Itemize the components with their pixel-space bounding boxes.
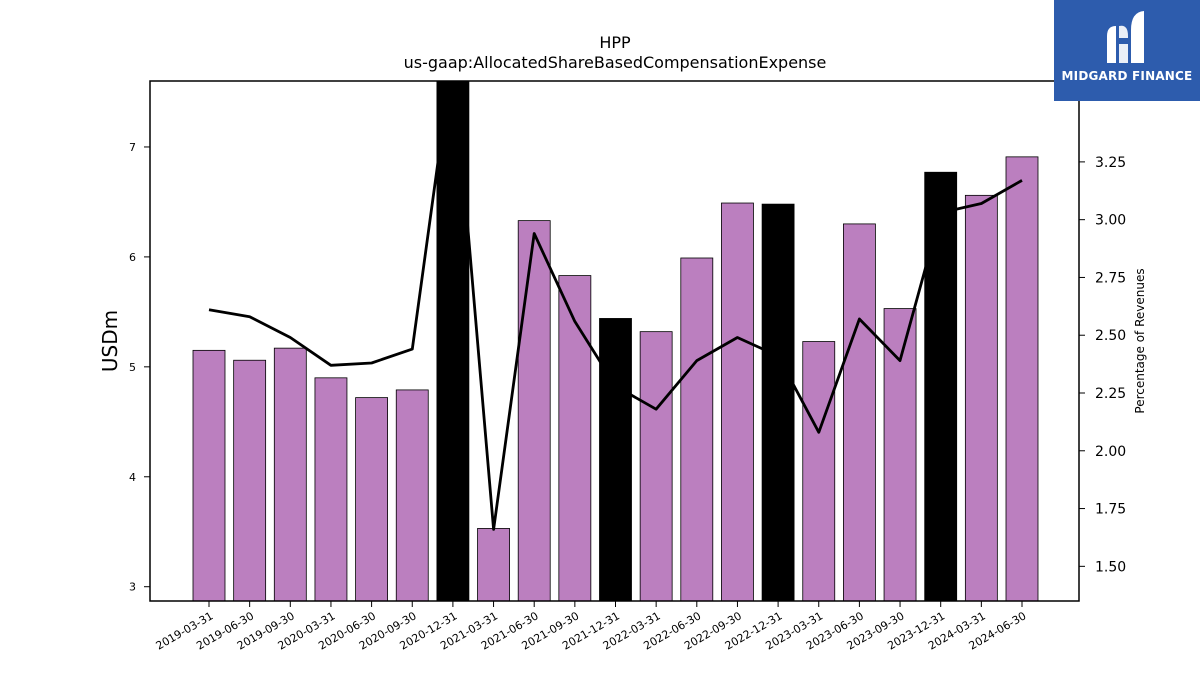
chart-subtitle: us-gaap:AllocatedShareBasedCompensationE… <box>404 53 827 72</box>
bar-2020-12-31 <box>436 80 470 602</box>
bar-2022-09-30 <box>721 202 754 602</box>
y2-tick-label: 1.75 <box>1095 502 1126 518</box>
left-axis: 3 4 5 6 7 <box>129 141 150 594</box>
y2-tick-label: 2.75 <box>1095 270 1126 286</box>
bar-2024-03-31 <box>964 194 998 602</box>
bar-2022-12-31 <box>761 203 795 602</box>
bar-2024-06-30 <box>1005 156 1039 602</box>
bar-2021-06-30 <box>517 220 551 602</box>
y2-axis-label: Percentage of Revenues <box>1133 268 1147 413</box>
bar-2020-06-30 <box>355 397 389 602</box>
percentage-line <box>208 81 1023 531</box>
y2-tick-label: 2.25 <box>1095 386 1126 402</box>
y2-tick-label: 1.50 <box>1095 559 1126 575</box>
y-tick-label: 3 <box>129 581 136 594</box>
y-tick-label: 4 <box>129 471 136 484</box>
bar-2021-12-31 <box>599 318 632 602</box>
bar-2023-06-30 <box>843 223 876 602</box>
bars-layer <box>192 80 1039 602</box>
bar-2019-03-31 <box>192 349 226 602</box>
y2-tick-label: 2.50 <box>1095 328 1126 344</box>
midgard-logo-icon <box>1107 11 1144 63</box>
y2-tick-label: 2.00 <box>1095 444 1126 460</box>
y-tick-label: 5 <box>129 361 136 374</box>
y-tick-label: 6 <box>129 251 136 264</box>
bar-2020-03-31 <box>314 377 348 602</box>
bar-2020-09-30 <box>395 389 429 602</box>
right-axis: 1.50 1.75 2.00 2.25 2.50 2.75 3.00 3.25 <box>1079 155 1126 575</box>
bar-2019-06-30 <box>233 359 267 602</box>
y-tick-label: 7 <box>129 141 136 154</box>
chart-title: HPP <box>599 33 631 52</box>
bar-2022-03-31 <box>639 331 673 602</box>
y-axis-label: USDm <box>98 310 122 372</box>
bar-2019-09-30 <box>273 347 307 602</box>
line-layer <box>208 81 1023 531</box>
bar-2022-06-30 <box>680 257 714 602</box>
y2-tick-label: 3.00 <box>1095 213 1126 229</box>
bar-2023-12-31 <box>924 171 958 602</box>
y2-tick-label: 3.25 <box>1095 155 1126 171</box>
x-axis: 2019-03-312019-06-302019-09-302020-03-31… <box>154 601 1029 653</box>
brand-name: MIDGARD FINANCE <box>1061 69 1193 83</box>
bar-2023-09-30 <box>883 308 917 602</box>
bar-2021-03-31 <box>477 528 510 602</box>
bar-2023-03-31 <box>802 341 836 602</box>
plot-frame <box>149 80 1080 602</box>
brand-logo: MIDGARD FINANCE <box>1054 0 1200 101</box>
bar-2021-09-30 <box>558 275 592 602</box>
